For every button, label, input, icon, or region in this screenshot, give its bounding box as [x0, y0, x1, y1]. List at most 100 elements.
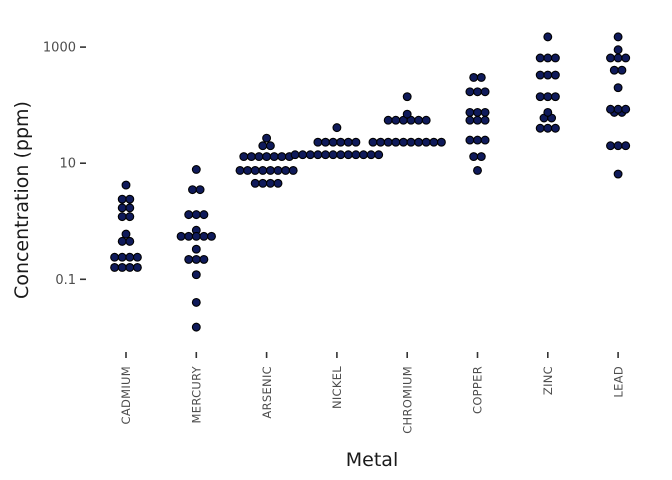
- data-point-copper: [480, 87, 490, 97]
- data-point-cadmium: [117, 236, 127, 246]
- data-point-arsenic: [235, 166, 245, 175]
- data-point-zinc: [543, 107, 553, 117]
- y-tick-label: 10: [59, 157, 76, 172]
- data-point-chromium: [391, 137, 401, 147]
- data-point-mercury: [199, 231, 209, 241]
- data-point-mercury: [188, 185, 197, 195]
- data-point-copper: [465, 87, 475, 97]
- data-point-nickel: [351, 137, 361, 147]
- data-point-lead: [606, 104, 615, 114]
- y-tick-label: 0.1: [55, 273, 76, 288]
- x-tick-label-cadmium: CADMIUM: [119, 366, 133, 425]
- data-point-arsenic: [243, 166, 253, 175]
- data-point-arsenic: [269, 152, 279, 162]
- data-point-nickel: [305, 150, 315, 160]
- data-point-cadmium: [121, 180, 131, 190]
- data-point-lead: [613, 141, 623, 151]
- data-point-lead: [613, 45, 623, 55]
- data-point-arsenic: [265, 178, 275, 188]
- data-point-mercury: [191, 210, 201, 220]
- data-point-mercury: [191, 270, 201, 280]
- data-point-lead: [613, 32, 623, 42]
- data-point-chromium: [383, 137, 393, 147]
- data-point-cadmium: [117, 263, 127, 272]
- data-point-lead: [617, 65, 627, 75]
- data-point-chromium: [402, 109, 412, 119]
- x-axis-title: Metal: [346, 449, 398, 471]
- data-point-zinc: [535, 123, 545, 133]
- data-point-chromium: [414, 115, 424, 125]
- data-point-copper: [473, 166, 482, 175]
- data-point-mercury: [184, 210, 194, 220]
- data-point-copper: [480, 135, 490, 145]
- x-tick-label-arsenic: ARSENIC: [260, 366, 274, 419]
- data-point-nickel: [366, 150, 376, 160]
- data-point-copper: [476, 72, 486, 82]
- data-point-mercury: [176, 231, 186, 241]
- data-point-zinc: [550, 53, 560, 63]
- data-point-copper: [480, 107, 490, 117]
- data-point-cadmium: [117, 252, 127, 262]
- data-point-zinc: [543, 32, 553, 42]
- data-point-cadmium: [110, 252, 120, 262]
- data-point-arsenic: [288, 166, 298, 175]
- data-point-chromium: [421, 137, 431, 147]
- data-point-chromium: [406, 137, 416, 147]
- data-point-nickel: [313, 150, 323, 160]
- data-point-nickel: [343, 150, 353, 160]
- data-point-cadmium: [132, 252, 142, 262]
- data-point-arsenic: [258, 166, 268, 175]
- data-point-mercury: [184, 254, 194, 264]
- data-point-lead: [621, 104, 631, 114]
- x-axis: CADMIUM MERCURY ARSENIC NICKEL CHROMIUM COPPE…: [119, 352, 625, 434]
- data-point-copper: [465, 135, 475, 145]
- data-point-arsenic: [258, 141, 268, 151]
- data-point-nickel: [332, 123, 342, 133]
- data-point-cadmium: [117, 194, 127, 204]
- data-point-arsenic: [262, 133, 272, 143]
- data-point-arsenic: [250, 178, 260, 188]
- data-point-zinc: [535, 70, 545, 80]
- y-axis-title: Concentration (ppm): [11, 101, 33, 299]
- x-tick-label-zinc: ZINC: [541, 366, 555, 395]
- x-tick-label-chromium: CHROMIUM: [400, 366, 414, 434]
- data-point-zinc: [535, 53, 545, 63]
- data-point-copper: [480, 115, 490, 125]
- data-point-arsenic: [239, 152, 249, 162]
- data-point-arsenic: [265, 166, 275, 175]
- data-point-nickel: [351, 150, 361, 160]
- data-point-copper: [473, 107, 482, 117]
- data-point-chromium: [421, 115, 431, 125]
- data-point-nickel: [321, 150, 330, 160]
- data-point-mercury: [191, 231, 201, 241]
- data-point-lead: [613, 53, 623, 63]
- data-point-copper: [465, 107, 475, 117]
- data-point-nickel: [298, 150, 308, 160]
- data-point-mercury: [199, 254, 209, 264]
- data-point-copper: [469, 72, 479, 82]
- data-point-lead: [606, 53, 615, 63]
- data-point-chromium: [414, 137, 424, 147]
- data-point-zinc: [550, 123, 560, 133]
- data-point-copper: [476, 152, 486, 162]
- data-point-arsenic: [246, 152, 256, 162]
- data-point-arsenic: [254, 152, 264, 162]
- y-axis: 0.1 10 1000: [43, 41, 86, 288]
- data-point-mercury: [191, 165, 201, 174]
- data-point-mercury: [191, 297, 201, 307]
- data-point-mercury: [195, 185, 205, 195]
- data-point-chromium: [436, 137, 446, 147]
- data-point-lead: [613, 83, 623, 93]
- data-point-zinc: [543, 123, 553, 133]
- data-point-cadmium: [125, 203, 135, 213]
- data-point-lead: [613, 169, 623, 179]
- data-point-nickel: [328, 137, 338, 147]
- data-point-mercury: [207, 231, 216, 241]
- data-point-mercury: [191, 322, 201, 332]
- data-points: [110, 32, 631, 332]
- data-point-chromium: [391, 115, 401, 125]
- data-point-nickel: [336, 150, 346, 160]
- data-point-zinc: [543, 53, 553, 63]
- x-tick-label-lead: LEAD: [611, 366, 625, 398]
